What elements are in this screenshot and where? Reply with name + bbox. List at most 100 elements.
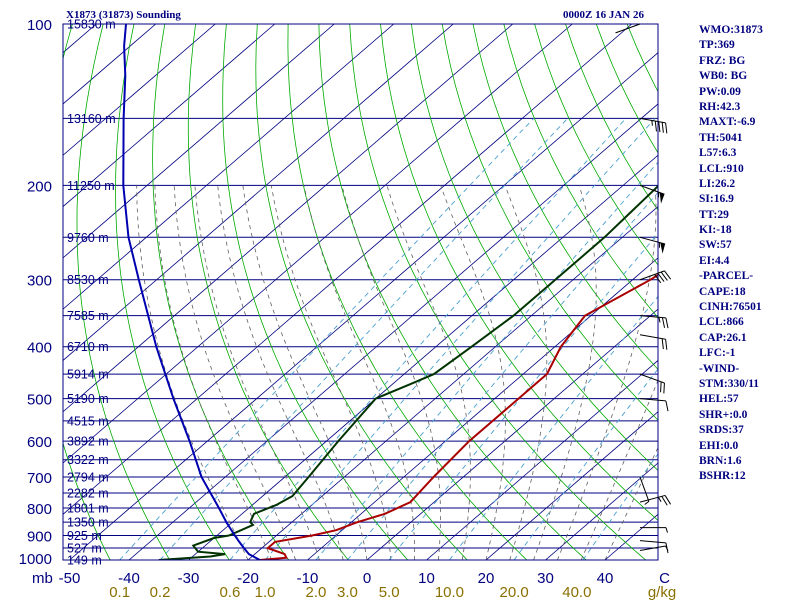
dry-adiabat-lines (63, 24, 658, 560)
wind-barb (639, 184, 665, 204)
dry-adiabat-line (63, 24, 111, 560)
isotherm-line (63, 24, 276, 208)
height-label: 2282 m (67, 487, 109, 501)
index-item: BSHR:12 (699, 470, 746, 483)
temperature-tick-labels: mb -50 -40 -30 -20 -10 0 10 20 30 40 C (32, 570, 670, 587)
wind-barb-feather (661, 317, 666, 328)
moist-adiabat-line (533, 185, 597, 560)
wind-barb (639, 270, 672, 284)
wind-barb-half-feather (644, 501, 650, 505)
wind-barb-feather (654, 121, 657, 132)
wind-barb-feather (665, 317, 669, 329)
pressure-label: 800 (27, 501, 52, 518)
dry-adiabat-line (565, 24, 658, 211)
moist-adiabat-line (194, 185, 320, 560)
wind-barb-feather (661, 496, 668, 506)
isotherm-line (63, 24, 633, 515)
height-label: 5190 m (67, 392, 109, 406)
moist-adiabat-line (303, 185, 416, 560)
mixing-ratio-label: 2.0 (306, 584, 327, 600)
mixing-ratio-line (388, 233, 658, 560)
station-title: X1873 (31873) Sounding (66, 9, 181, 21)
sounding-traces (122, 24, 658, 560)
wind-barb (639, 236, 666, 254)
index-item: RH:42.3 (699, 100, 741, 113)
wind-barb-shaft (639, 236, 666, 245)
index-item: CAP:26.1 (699, 331, 747, 344)
wind-barb-feather (658, 121, 661, 133)
isotherm-line (63, 24, 573, 464)
pressure-label: 900 (27, 528, 52, 545)
isotherm-line (63, 24, 216, 156)
index-item: LCL:910 (699, 162, 744, 175)
moist-adiabat-line (242, 185, 368, 560)
wind-barb (639, 494, 672, 506)
wind-barb-shaft (639, 398, 666, 402)
index-item: EI:4.4 (699, 254, 730, 267)
mixing-ratio-label: 0.2 (150, 584, 171, 600)
wind-barb (639, 373, 665, 394)
wind-barb (640, 527, 668, 533)
index-item: SRDS:37 (699, 424, 744, 437)
temperature-label: C (659, 570, 670, 587)
index-item: HEL:57 (699, 393, 739, 406)
height-labels: 15830 m 13160 m 11250 m 9760 m 8530 m 7585 m 6… (67, 18, 116, 568)
index-item: TT:29 (699, 208, 729, 221)
wind-barb-feather (661, 122, 664, 133)
isotherm-line (63, 24, 395, 310)
temperature-label: -50 (59, 570, 81, 587)
dry-adiabat-line (503, 24, 658, 319)
temperature-label: 30 (537, 570, 554, 587)
height-label: 1801 m (67, 502, 109, 516)
height-label: 5914 m (67, 368, 109, 382)
moist-adiabat-line (270, 185, 392, 560)
wind-barb (615, 23, 641, 34)
index-item: MAXT:-6.9 (699, 116, 756, 129)
index-item: STM:330/11 (699, 377, 760, 390)
height-label: 9760 m (67, 231, 109, 245)
temperature-label: 20 (478, 570, 495, 587)
wind-barb-pennant (659, 192, 665, 204)
moist-adiabat-line (154, 185, 273, 560)
wind-barb-shaft (639, 494, 666, 503)
height-label: 2794 m (67, 470, 109, 484)
dry-adiabat-line (152, 24, 290, 560)
index-item: LI:26.2 (699, 177, 736, 190)
temperature-line (259, 273, 658, 560)
temperature-label: -40 (118, 570, 140, 587)
wind-barb-feather (660, 271, 668, 281)
dry-adiabat-line (115, 24, 230, 560)
temperature-label: -10 (297, 570, 319, 587)
isotherm-line (307, 257, 658, 560)
wind-barb-shaft (639, 373, 665, 384)
moist-adiabat-line (341, 185, 441, 560)
wind-barb-shaft (639, 545, 666, 551)
height-label: 1350 m (67, 516, 109, 530)
index-item: WMO:31873 (699, 24, 763, 36)
isotherm-line (426, 359, 658, 560)
height-label: 6710 m (67, 340, 109, 354)
temperature-label: 40 (597, 570, 614, 587)
wind-barb-half-feather (665, 527, 668, 533)
height-label: 13160 m (67, 112, 116, 126)
mb-label: mb (32, 570, 53, 587)
wind-barb-feather (665, 122, 668, 134)
wind-barb (639, 545, 669, 551)
wind-barb-feather (665, 400, 669, 412)
temperature-label: 0 (363, 570, 371, 587)
wind-barb (639, 117, 668, 134)
dry-adiabat-line (411, 24, 658, 471)
wind-barb-shaft (639, 117, 666, 124)
index-item: LCL:866 (699, 316, 744, 329)
observation-time: 0000Z 16 JAN 26 (563, 9, 644, 21)
dewpoint-line (158, 184, 658, 560)
wind-barb-shaft (639, 540, 666, 544)
index-item: PW:0.09 (699, 85, 741, 98)
wind-barb-half-feather (651, 120, 653, 126)
mixing-ratio-label: 40.0 (562, 584, 591, 600)
wind-barb-shaft (639, 476, 650, 502)
wind-barb-feather (664, 495, 672, 505)
wind-barbs (615, 23, 672, 554)
height-label: 7585 m (67, 309, 109, 323)
